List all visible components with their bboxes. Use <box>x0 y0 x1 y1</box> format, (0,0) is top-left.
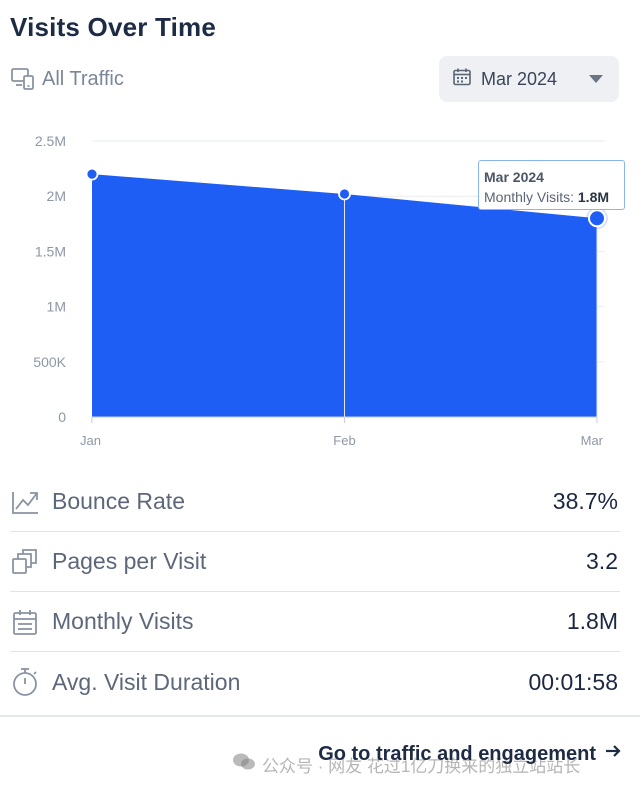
x-tick-label: Feb <box>333 433 355 448</box>
tooltip-label: Monthly Visits: <box>484 189 574 205</box>
y-tick-label: 0 <box>58 409 66 425</box>
data-point-active <box>588 209 606 228</box>
metric-value: 1.8M <box>566 608 618 634</box>
y-tick-label: 1.5M <box>35 243 66 259</box>
tooltip-value: 1.8M <box>577 189 610 205</box>
footer-divider <box>0 715 640 717</box>
metrics-list: Bounce Rate 38.7% Pages per Visit 3.2 Mo… <box>10 472 620 712</box>
y-tick-label: 500K <box>33 354 66 370</box>
pages-icon <box>10 547 40 577</box>
metric-label: Monthly Visits <box>52 608 194 634</box>
chevron-down-icon <box>589 75 603 83</box>
stopwatch-icon <box>10 667 40 697</box>
data-point <box>85 167 99 181</box>
x-tick-label: Mar <box>581 433 604 448</box>
x-tick-label: Jan <box>80 433 101 448</box>
calendar-icon <box>10 607 40 637</box>
traffic-engagement-link[interactable]: Go to traffic and engagement <box>318 742 622 766</box>
metric-label: Pages per Visit <box>52 548 207 574</box>
date-dropdown[interactable]: Mar 2024 <box>439 56 619 102</box>
trend-icon <box>10 487 40 517</box>
metric-value: 00:01:58 <box>528 668 618 695</box>
y-tick-label: 2.5M <box>35 133 66 149</box>
metric-value: 3.2 <box>586 548 618 574</box>
calendar-icon <box>452 67 472 92</box>
tooltip-title: Mar 2024 <box>484 169 544 185</box>
date-dropdown-value: Mar 2024 <box>481 68 558 89</box>
widget-title: Visits Over Time <box>10 12 217 42</box>
metric-value: 38.7% <box>552 488 618 514</box>
wechat-icon <box>232 752 256 777</box>
metric-row-bounce-rate: Bounce Rate 38.7% <box>10 472 620 532</box>
metric-row-monthly-visits: Monthly Visits 1.8M <box>10 592 620 652</box>
chart-tooltip: Mar 2024 Monthly Visits: 1.8M <box>478 160 625 210</box>
y-tick-label: 1M <box>47 299 66 315</box>
metric-row-avg-visit-duration: Avg. Visit Duration 00:01:58 <box>10 652 620 712</box>
metric-label: Avg. Visit Duration <box>52 668 241 695</box>
cta-label: Go to traffic and engagement <box>318 742 596 765</box>
metric-row-pages-per-visit: Pages per Visit 3.2 <box>10 532 620 592</box>
y-tick-label: 2M <box>47 188 66 204</box>
traffic-filter[interactable]: All Traffic <box>10 64 124 94</box>
arrow-right-icon <box>604 742 622 766</box>
data-point <box>338 187 351 201</box>
metric-label: Bounce Rate <box>52 488 185 514</box>
traffic-filter-label: All Traffic <box>42 67 124 90</box>
visits-area-chart: 0 500K 1M 1.5M 2M 2.5M Jan Feb Mar <box>33 133 608 448</box>
devices-icon <box>10 66 36 92</box>
